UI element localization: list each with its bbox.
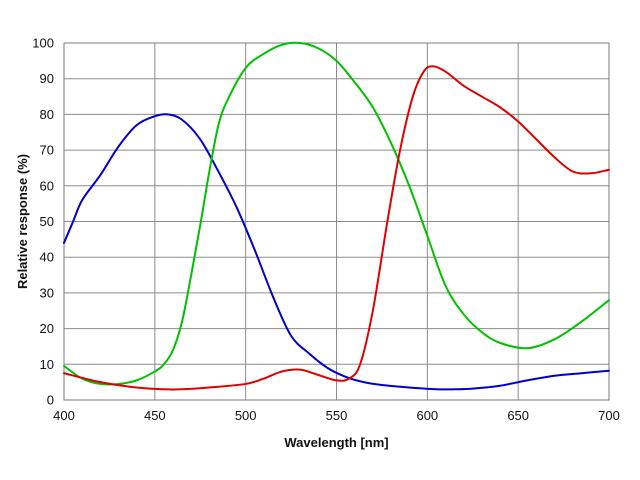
y-tick-label: 30 [40, 285, 54, 300]
y-tick-label: 10 [40, 357, 54, 372]
series-lines [63, 41, 610, 391]
plot-frame [63, 42, 610, 401]
x-tick-labels: 400 450 500 550 600 650 700 [53, 408, 620, 423]
grid [63, 42, 610, 401]
x-tick-label: 650 [507, 408, 529, 423]
y-tick-label: 60 [40, 178, 54, 193]
x-tick-label: 450 [144, 408, 166, 423]
y-tick-label: 0 [47, 393, 54, 408]
y-tick-labels: 0 10 20 30 40 50 60 70 80 90 100 [32, 36, 54, 408]
y-tick-label: 100 [32, 36, 54, 51]
green-series-line [63, 41, 610, 386]
x-tick-label: 400 [53, 408, 75, 423]
blue-series-line [63, 113, 610, 391]
red-series-line [63, 65, 610, 391]
plot-area-border [63, 42, 610, 401]
y-tick-label: 90 [40, 71, 54, 86]
x-tick-label: 550 [326, 408, 348, 423]
y-tick-label: 50 [40, 214, 54, 229]
y-tick-label: 20 [40, 321, 54, 336]
x-tick-label: 700 [598, 408, 620, 423]
x-tick-label: 500 [235, 408, 257, 423]
y-tick-label: 80 [40, 107, 54, 122]
y-axis-title: Relative response (%) [15, 154, 30, 289]
y-tick-label: 70 [40, 143, 54, 158]
y-tick-label: 40 [40, 250, 54, 265]
x-axis-title: Wavelength [nm] [284, 435, 388, 450]
x-tick-label: 600 [416, 408, 438, 423]
